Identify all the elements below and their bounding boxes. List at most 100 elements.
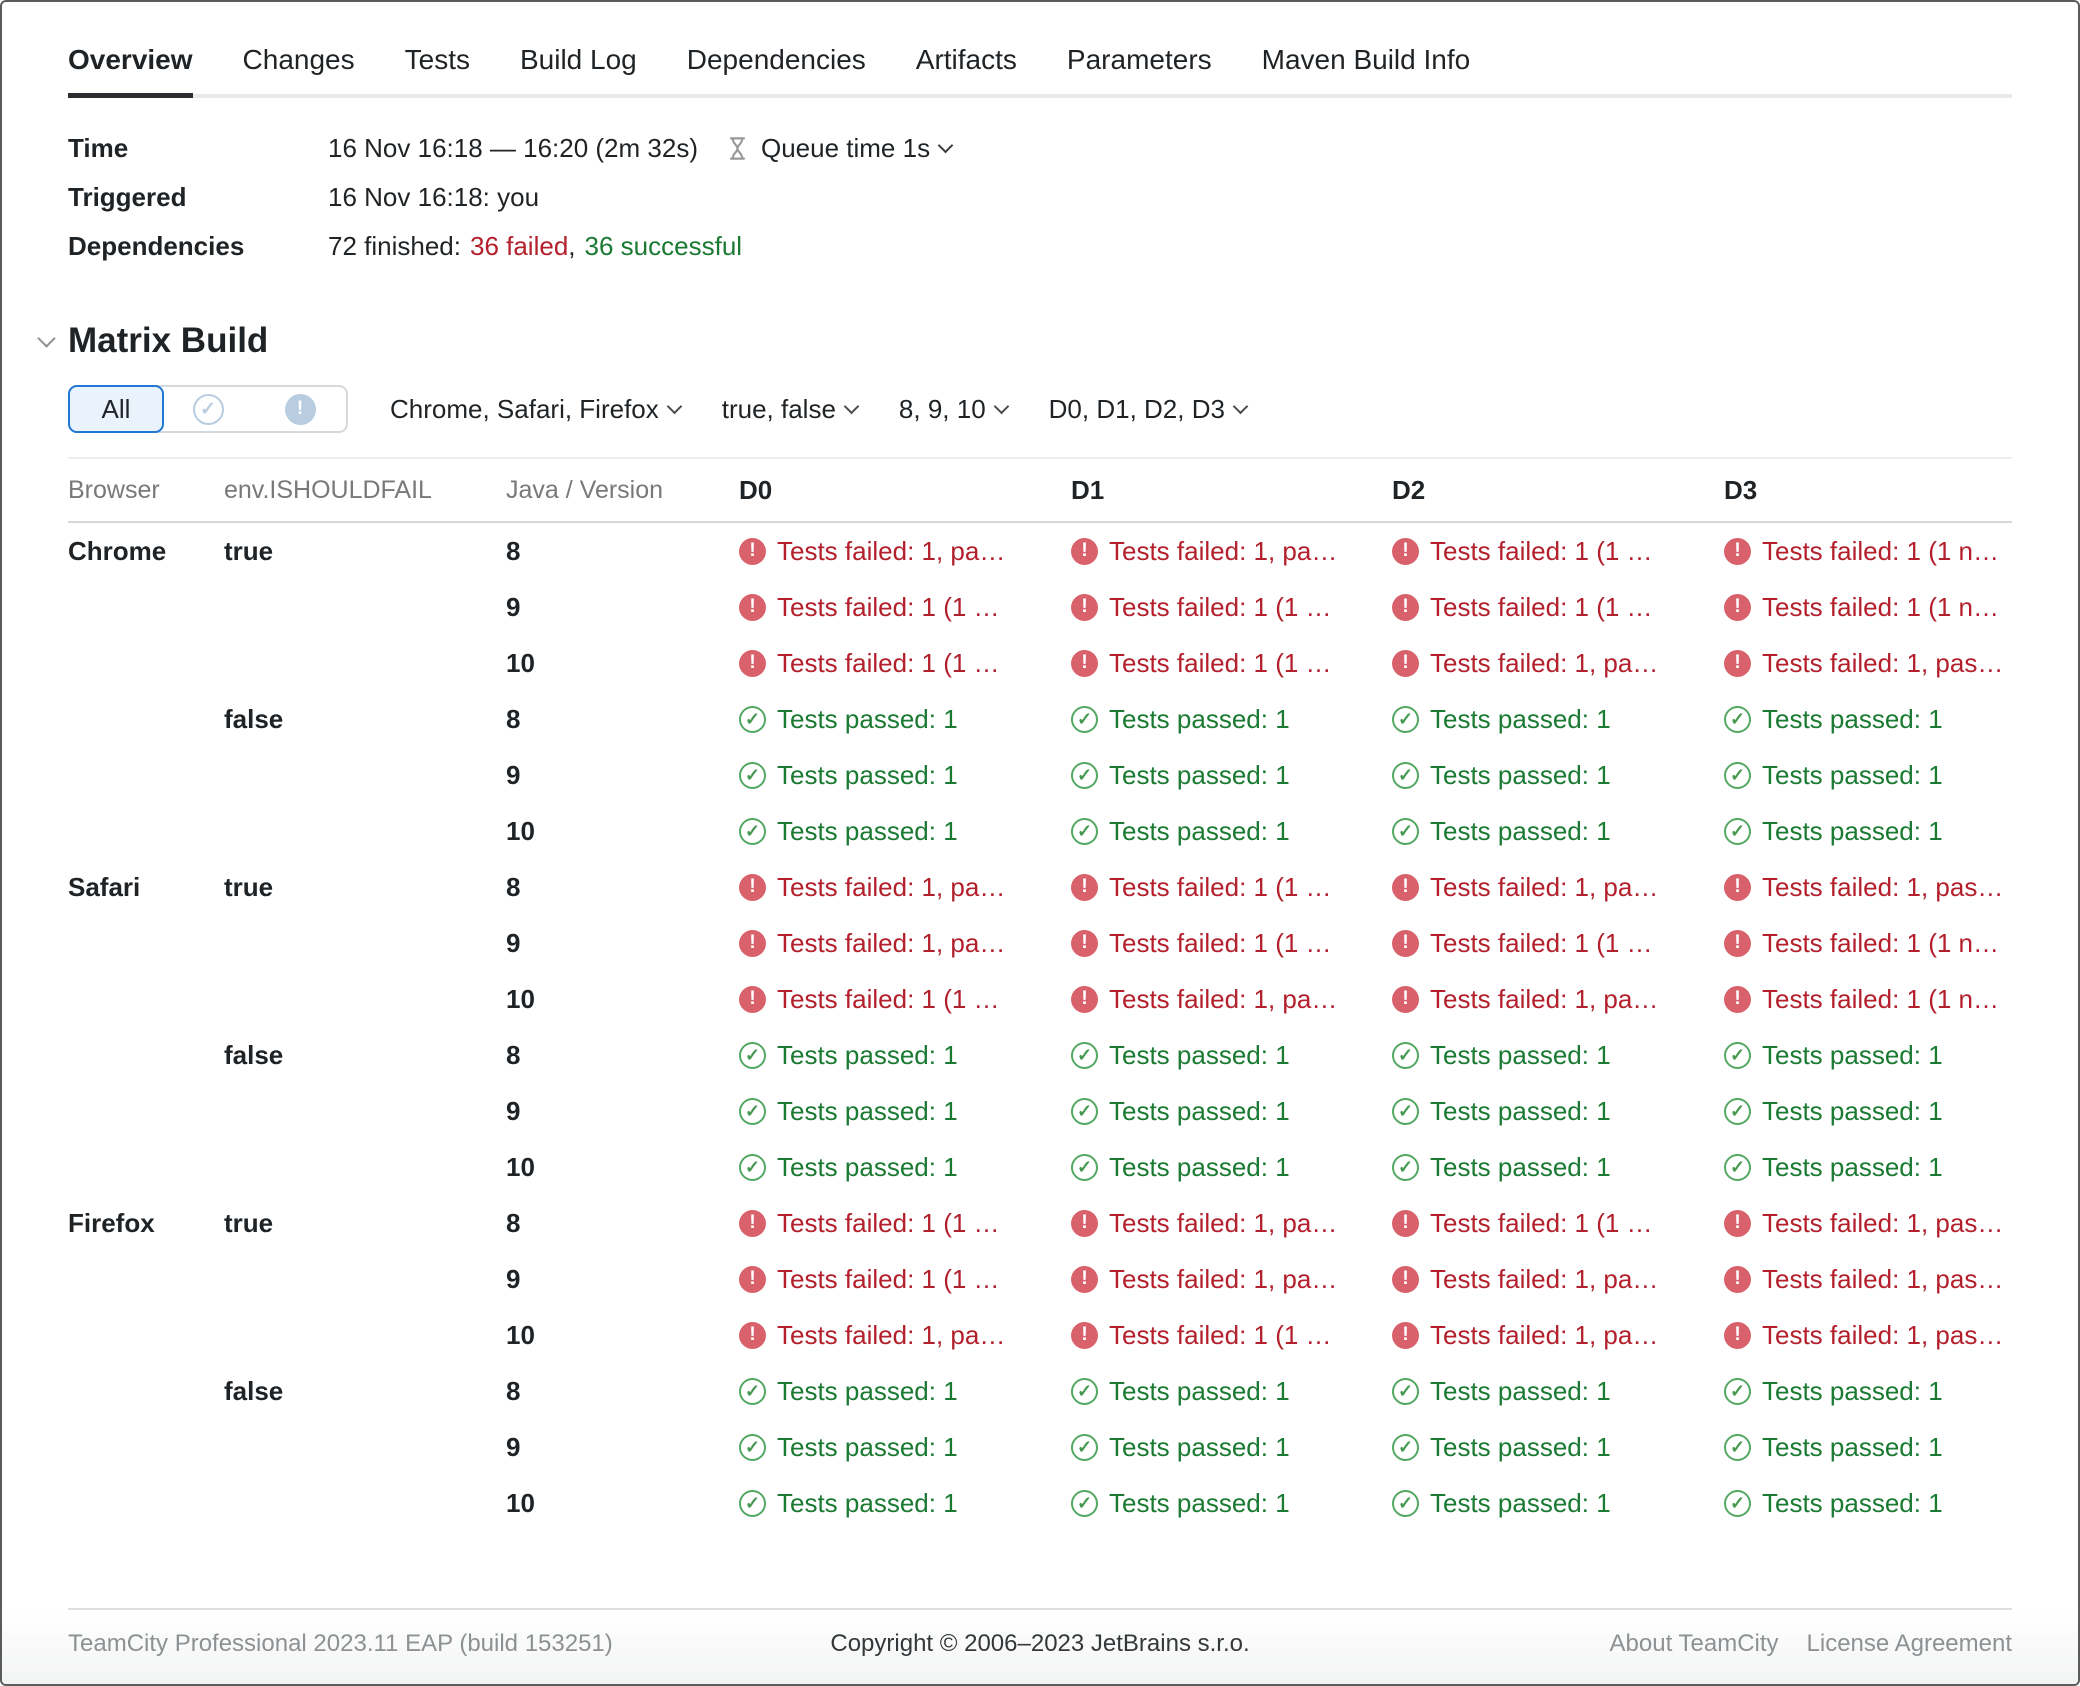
result-cell[interactable]: ! Tests failed: 1, pa… xyxy=(739,872,1071,903)
result-cell[interactable]: ! Tests failed: 1, pa… xyxy=(1071,1208,1392,1239)
filter-dropdown-8-9-10[interactable]: 8, 9, 10 xyxy=(899,394,1009,425)
result-cell[interactable]: ✓ Tests passed: 1 xyxy=(739,1432,1071,1463)
result-cell[interactable]: ! Tests failed: 1, pas… xyxy=(1724,1208,2012,1239)
tab-build-log[interactable]: Build Log xyxy=(519,44,637,75)
tab-parameters[interactable]: Parameters xyxy=(1066,44,1212,75)
result-cell[interactable]: ✓ Tests passed: 1 xyxy=(739,1096,1071,1127)
result-cell[interactable]: ! Tests failed: 1, pas… xyxy=(1724,1264,2012,1295)
result-cell[interactable]: ✓ Tests passed: 1 xyxy=(1724,1376,2012,1407)
result-cell[interactable]: ! Tests failed: 1 (1 … xyxy=(1392,928,1724,959)
result-cell[interactable]: ✓ Tests passed: 1 xyxy=(1724,816,2012,847)
result-cell[interactable]: ! Tests failed: 1, pa… xyxy=(739,1320,1071,1351)
result-cell[interactable]: ! Tests failed: 1 (1 … xyxy=(1071,1320,1392,1351)
footer-link-license-agreement[interactable]: License Agreement xyxy=(1806,1630,2012,1657)
tab-overview[interactable]: Overview xyxy=(68,44,193,98)
result-cell[interactable]: ! Tests failed: 1, pa… xyxy=(1392,1320,1724,1351)
browser-cell: Firefox xyxy=(68,1207,155,1238)
success-icon: ✓ xyxy=(1071,761,1098,789)
result-cell[interactable]: ! Tests failed: 1, pa… xyxy=(1071,1264,1392,1295)
result-cell[interactable]: ✓ Tests passed: 1 xyxy=(1071,704,1392,735)
result-cell[interactable]: ! Tests failed: 1, pa… xyxy=(1392,648,1724,679)
result-cell[interactable]: ✓ Tests passed: 1 xyxy=(1071,760,1392,791)
result-cell[interactable]: ! Tests failed: 1 (1 … xyxy=(1071,872,1392,903)
result-cell[interactable]: ! Tests failed: 1 (1 … xyxy=(1071,592,1392,623)
tab-maven-build-info[interactable]: Maven Build Info xyxy=(1261,44,1471,75)
tab-tests[interactable]: Tests xyxy=(404,44,470,75)
filter-failed-button[interactable]: ! xyxy=(254,387,346,431)
result-cell[interactable]: ✓ Tests passed: 1 xyxy=(1392,760,1724,791)
result-cell[interactable]: ✓ Tests passed: 1 xyxy=(1392,704,1724,735)
status-filter-segmented-control: All ✓ ! xyxy=(68,385,348,433)
result-cell[interactable]: ✓ Tests passed: 1 xyxy=(1392,1432,1724,1463)
result-cell[interactable]: ✓ Tests passed: 1 xyxy=(1724,1432,2012,1463)
result-cell[interactable]: ! Tests failed: 1, pas… xyxy=(1724,872,2012,903)
result-cell[interactable]: ! Tests failed: 1 (1 … xyxy=(739,1264,1071,1295)
version-cell: 9 xyxy=(506,1263,521,1294)
result-cell[interactable]: ! Tests failed: 1, pa… xyxy=(1392,872,1724,903)
tab-dependencies[interactable]: Dependencies xyxy=(686,44,866,75)
result-text: Tests passed: 1 xyxy=(1430,815,1611,846)
filter-dropdown-d0-d1-d2-d3[interactable]: D0, D1, D2, D3 xyxy=(1049,394,1249,425)
result-cell[interactable]: ✓ Tests passed: 1 xyxy=(1392,1376,1724,1407)
result-cell[interactable]: ✓ Tests passed: 1 xyxy=(1071,816,1392,847)
result-cell[interactable]: ! Tests failed: 1, pa… xyxy=(1392,1264,1724,1295)
result-cell[interactable]: ✓ Tests passed: 1 xyxy=(1392,816,1724,847)
result-cell[interactable]: ! Tests failed: 1, pa… xyxy=(1071,984,1392,1015)
filter-passed-button[interactable]: ✓ xyxy=(162,387,254,431)
result-cell[interactable]: ✓ Tests passed: 1 xyxy=(1071,1152,1392,1183)
dependencies-successful-link[interactable]: 36 successful xyxy=(584,231,743,261)
result-cell[interactable]: ! Tests failed: 1 (1 … xyxy=(1071,648,1392,679)
result-cell[interactable]: ✓ Tests passed: 1 xyxy=(739,760,1071,791)
result-text: Tests passed: 1 xyxy=(1762,759,1943,790)
result-cell[interactable]: ✓ Tests passed: 1 xyxy=(1724,1152,2012,1183)
filter-dropdown-true-false[interactable]: true, false xyxy=(722,394,860,425)
collapse-chevron-icon[interactable] xyxy=(37,328,56,348)
result-cell[interactable]: ✓ Tests passed: 1 xyxy=(1071,1096,1392,1127)
result-cell[interactable]: ✓ Tests passed: 1 xyxy=(1071,1376,1392,1407)
result-cell[interactable]: ✓ Tests passed: 1 xyxy=(739,1152,1071,1183)
result-cell[interactable]: ✓ Tests passed: 1 xyxy=(1392,1152,1724,1183)
result-cell[interactable]: ! Tests failed: 1, pa… xyxy=(1071,536,1392,567)
result-cell[interactable]: ✓ Tests passed: 1 xyxy=(1392,1040,1724,1071)
result-cell[interactable]: ! Tests failed: 1 (1 … xyxy=(739,592,1071,623)
result-cell[interactable]: ✓ Tests passed: 1 xyxy=(1071,1040,1392,1071)
result-cell[interactable]: ! Tests failed: 1 (1 … xyxy=(1392,1208,1724,1239)
queue-time-dropdown[interactable]: Queue time 1s xyxy=(724,133,954,164)
result-cell[interactable]: ! Tests failed: 1 (1 … xyxy=(1071,928,1392,959)
result-cell[interactable]: ✓ Tests passed: 1 xyxy=(739,1488,1071,1519)
result-cell[interactable]: ✓ Tests passed: 1 xyxy=(1071,1488,1392,1519)
result-cell[interactable]: ! Tests failed: 1 (1 n… xyxy=(1724,928,2012,959)
result-cell[interactable]: ! Tests failed: 1 (1 … xyxy=(739,984,1071,1015)
result-cell[interactable]: ✓ Tests passed: 1 xyxy=(739,816,1071,847)
filter-dropdown-chrome-safari-firefox[interactable]: Chrome, Safari, Firefox xyxy=(390,394,683,425)
result-cell[interactable]: ✓ Tests passed: 1 xyxy=(739,704,1071,735)
result-cell[interactable]: ✓ Tests passed: 1 xyxy=(1392,1488,1724,1519)
result-cell[interactable]: ! Tests failed: 1 (1 … xyxy=(1392,592,1724,623)
result-cell[interactable]: ! Tests failed: 1 (1 … xyxy=(739,1208,1071,1239)
result-cell[interactable]: ! Tests failed: 1, pa… xyxy=(1392,984,1724,1015)
result-cell[interactable]: ! Tests failed: 1, pa… xyxy=(739,536,1071,567)
result-cell[interactable]: ✓ Tests passed: 1 xyxy=(1392,1096,1724,1127)
result-cell[interactable]: ! Tests failed: 1 (1 … xyxy=(739,648,1071,679)
result-text: Tests passed: 1 xyxy=(777,1375,958,1406)
result-cell[interactable]: ! Tests failed: 1 (1 n… xyxy=(1724,536,2012,567)
result-cell[interactable]: ! Tests failed: 1, pas… xyxy=(1724,648,2012,679)
result-cell[interactable]: ✓ Tests passed: 1 xyxy=(1071,1432,1392,1463)
result-cell[interactable]: ! Tests failed: 1 (1 n… xyxy=(1724,984,2012,1015)
result-cell[interactable]: ✓ Tests passed: 1 xyxy=(1724,704,2012,735)
tab-artifacts[interactable]: Artifacts xyxy=(915,44,1017,75)
filter-all-button[interactable]: All xyxy=(68,385,164,433)
result-cell[interactable]: ✓ Tests passed: 1 xyxy=(739,1376,1071,1407)
result-cell[interactable]: ! Tests failed: 1, pa… xyxy=(739,928,1071,959)
result-cell[interactable]: ✓ Tests passed: 1 xyxy=(1724,1096,2012,1127)
footer-link-about-teamcity[interactable]: About TeamCity xyxy=(1609,1630,1779,1657)
result-cell[interactable]: ! Tests failed: 1, pas… xyxy=(1724,1320,2012,1351)
result-cell[interactable]: ✓ Tests passed: 1 xyxy=(739,1040,1071,1071)
dependencies-failed-link[interactable]: 36 failed xyxy=(469,231,569,261)
result-cell[interactable]: ✓ Tests passed: 1 xyxy=(1724,1040,2012,1071)
result-cell[interactable]: ✓ Tests passed: 1 xyxy=(1724,1488,2012,1519)
result-cell[interactable]: ! Tests failed: 1 (1 … xyxy=(1392,536,1724,567)
tab-changes[interactable]: Changes xyxy=(242,44,355,75)
result-cell[interactable]: ! Tests failed: 1 (1 n… xyxy=(1724,592,2012,623)
result-cell[interactable]: ✓ Tests passed: 1 xyxy=(1724,760,2012,791)
